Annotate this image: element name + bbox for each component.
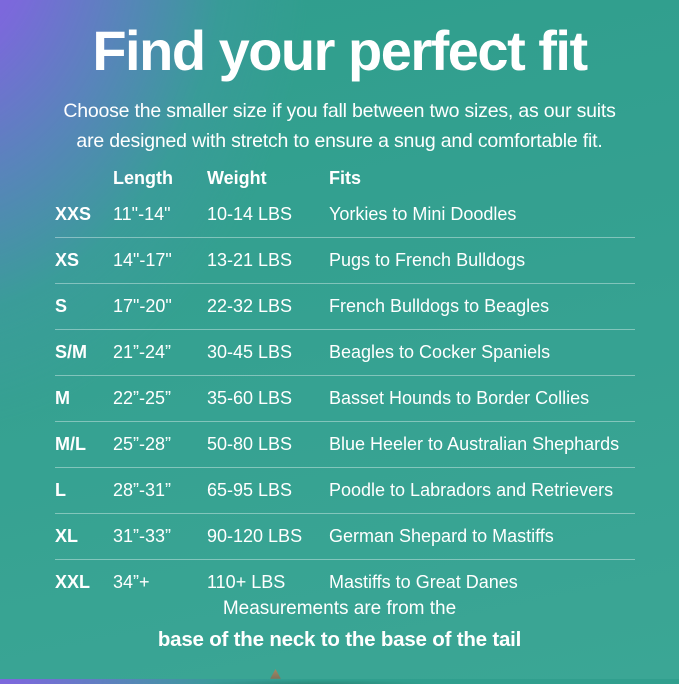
size-label: M/L — [55, 434, 86, 454]
header-length: Length — [113, 167, 173, 188]
table-row-ml: M/L 25”-28” 50-80 LBS Blue Heeler to Aus… — [55, 421, 635, 467]
weight-value: 50-80 LBS — [207, 434, 293, 454]
subtitle-line-1: Choose the smaller size if you fall betw… — [63, 100, 616, 122]
table-row-xxl: XXL 34”+ 110+ LBS Mastiffs to Great Dane… — [55, 559, 635, 605]
subtitle-line-2: are designed with stretch to ensure a sn… — [76, 130, 603, 152]
page-title: Find your perfect fit — [92, 19, 588, 82]
weight-value: 110+ LBS — [207, 572, 286, 592]
length-value: 28”-31” — [113, 480, 172, 500]
fits-value: Blue Heeler to Australian Shephards — [329, 434, 620, 454]
table-row-xs: XS 14"-17" 13-21 LBS Pugs to French Bull… — [55, 237, 635, 283]
length-value: 31”-33” — [113, 526, 172, 546]
length-value: 34”+ — [113, 572, 150, 592]
table-row-l: L 28”-31” 65-95 LBS Poodle to Labradors … — [55, 467, 635, 513]
weight-value: 13-21 LBS — [207, 250, 293, 270]
fits-value: Beagles to Cocker Spaniels — [329, 342, 551, 362]
weight-value: 10-14 LBS — [207, 204, 293, 224]
size-chart-table: Length Weight Fits XXS 11"-14" 10-14 LBS… — [55, 164, 635, 605]
subtitle: Choose the smaller size if you fall betw… — [0, 96, 679, 156]
size-label: XXL — [55, 572, 91, 592]
size-label: XXS — [55, 204, 92, 224]
fits-value: Basset Hounds to Border Collies — [329, 388, 590, 408]
fits-value: German Shepard to Mastiffs — [329, 526, 554, 546]
weight-value: 30-45 LBS — [207, 342, 293, 362]
size-label: L — [55, 480, 66, 500]
fits-value: Mastiffs to Great Danes — [329, 572, 518, 592]
table-row-sm: S/M 21”-24” 30-45 LBS Beagles to Cocker … — [55, 329, 635, 375]
size-label: XL — [55, 526, 79, 546]
fits-value: Yorkies to Mini Doodles — [329, 204, 517, 224]
table-row-s: S 17"-20" 22-32 LBS French Bulldogs to B… — [55, 283, 635, 329]
fits-value: Poodle to Labradors and Retrievers — [329, 480, 614, 500]
weight-value: 22-32 LBS — [207, 296, 293, 316]
table-row-xl: XL 31”-33” 90-120 LBS German Shepard to … — [55, 513, 635, 559]
measurement-note: Measurements are from the base of the ne… — [0, 593, 679, 655]
length-value: 22”-25” — [113, 388, 172, 408]
size-label: S — [55, 296, 68, 316]
size-label: XS — [55, 250, 80, 270]
header-fits: Fits — [329, 167, 362, 188]
size-label: S/M — [55, 342, 88, 362]
dog-ear-tip-peek — [270, 669, 281, 679]
fits-value: French Bulldogs to Beagles — [329, 296, 550, 316]
weight-value: 90-120 LBS — [207, 526, 303, 546]
size-label: M — [55, 388, 70, 408]
fits-value: Pugs to French Bulldogs — [329, 250, 526, 270]
bottom-photo-shadow — [150, 674, 480, 684]
length-value: 14"-17" — [113, 250, 172, 270]
table-row-xxs: XXS 11"-14" 10-14 LBS Yorkies to Mini Do… — [55, 192, 635, 237]
table-header-row: Length Weight Fits — [55, 164, 635, 192]
length-value: 25”-28” — [113, 434, 172, 454]
weight-value: 65-95 LBS — [207, 480, 293, 500]
length-value: 17"-20" — [113, 296, 172, 316]
header-weight: Weight — [207, 167, 267, 188]
length-value: 11"-14" — [113, 204, 171, 224]
measurement-note-line-2: base of the neck to the base of the tail — [157, 628, 522, 651]
length-value: 21”-24” — [113, 342, 172, 362]
measurement-note-line-1: Measurements are from the — [222, 598, 457, 619]
table-row-m: M 22”-25” 35-60 LBS Basset Hounds to Bor… — [55, 375, 635, 421]
weight-value: 35-60 LBS — [207, 388, 293, 408]
